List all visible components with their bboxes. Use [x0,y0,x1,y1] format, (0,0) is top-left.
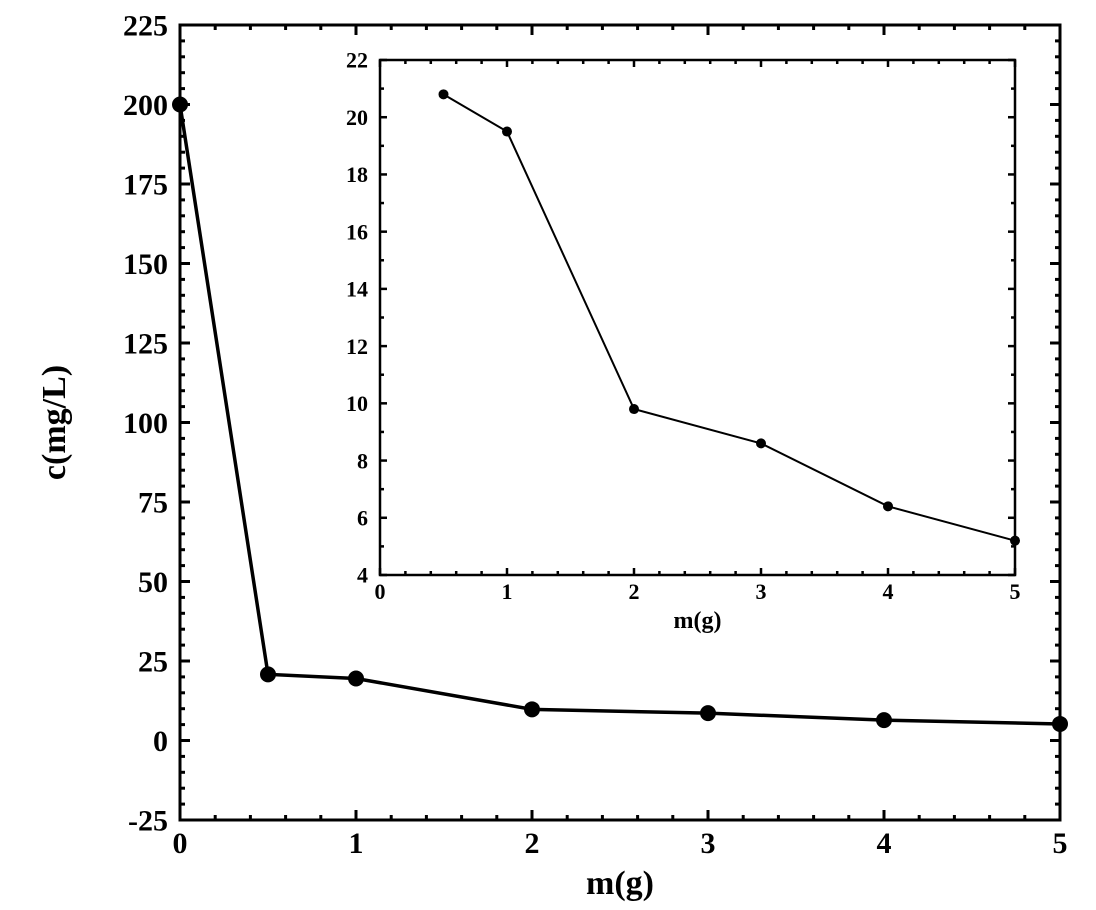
data-marker [1010,536,1020,546]
y-tick-label: 75 [138,487,168,520]
data-marker [502,127,512,137]
data-marker [876,712,892,728]
data-marker [700,705,716,721]
data-marker [172,97,188,113]
y-tick-label: 175 [123,169,168,202]
data-marker [883,501,893,511]
x-axis-label: m(g) [586,865,654,902]
x-tick-label: 2 [629,579,640,604]
y-tick-label: 10 [346,391,368,416]
y-tick-label: 6 [357,505,368,530]
data-marker [348,670,364,686]
x-tick-label: 1 [349,827,364,860]
data-marker [524,701,540,717]
x-tick-label: 0 [173,827,188,860]
x-tick-label: 4 [883,579,894,604]
y-tick-label: 50 [138,566,168,599]
x-tick-label: 3 [701,827,716,860]
figure-container: 012345-250255075100125150175200225m(g)c(… [0,0,1096,910]
data-marker [439,89,449,99]
y-tick-label: -25 [128,805,168,838]
x-tick-label: 2 [525,827,540,860]
y-tick-label: 200 [123,89,168,122]
x-tick-label: 5 [1053,827,1068,860]
x-tick-label: 0 [375,579,386,604]
y-tick-label: 18 [346,162,368,187]
y-tick-label: 150 [123,248,168,281]
data-marker [629,404,639,414]
y-tick-label: 4 [357,563,368,588]
y-tick-label: 16 [346,219,368,244]
y-tick-label: 125 [123,328,168,361]
y-tick-label: 22 [346,48,368,73]
y-tick-label: 8 [357,448,368,473]
inset-x-axis-label: m(g) [674,608,722,634]
x-tick-label: 1 [502,579,513,604]
y-tick-label: 225 [123,10,168,43]
y-tick-label: 25 [138,646,168,679]
y-tick-label: 12 [346,334,368,359]
x-tick-label: 5 [1010,579,1021,604]
y-tick-label: 0 [153,725,168,758]
y-tick-label: 100 [123,407,168,440]
y-axis-label: c(mg/L) [36,365,73,480]
x-tick-label: 4 [877,827,892,860]
x-tick-label: 3 [756,579,767,604]
chart-svg: 012345-250255075100125150175200225m(g)c(… [0,0,1096,910]
data-marker [260,666,276,682]
data-marker [1052,716,1068,732]
y-tick-label: 20 [346,105,368,130]
data-marker [756,438,766,448]
y-tick-label: 14 [346,277,368,302]
